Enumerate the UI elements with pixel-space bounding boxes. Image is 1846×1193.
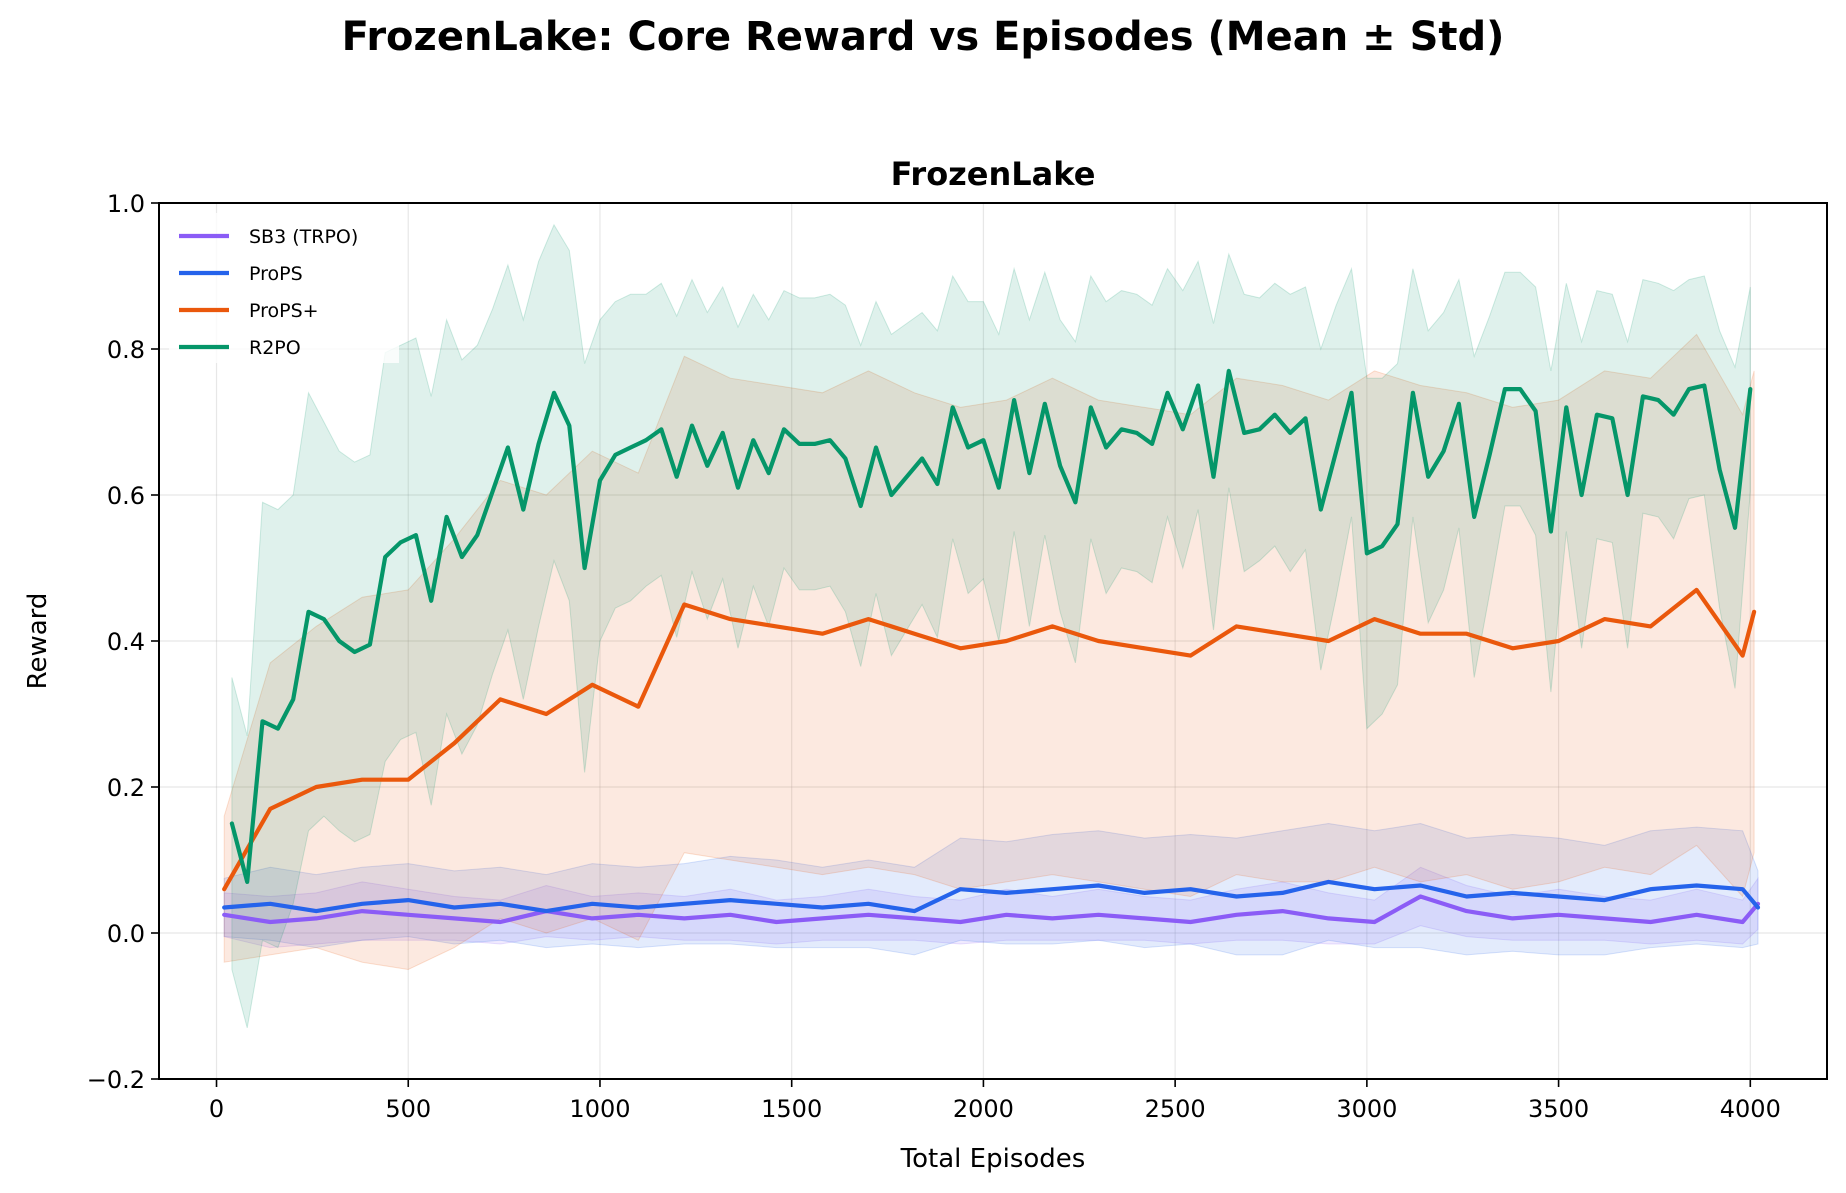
x-tick-label: 3500 (1528, 1095, 1589, 1123)
x-tick-label: 4000 (1720, 1095, 1781, 1123)
legend-label: ProPS+ (249, 300, 319, 322)
y-axis-label: Reward (23, 593, 53, 690)
series-line-r2po (229, 368, 1753, 885)
x-axis-label: Total Episodes (900, 1144, 1086, 1174)
y-tick-label: 0.2 (107, 774, 145, 802)
y-tick-label: −0.2 (87, 1066, 145, 1094)
series-lines (222, 368, 1761, 925)
x-tick-label: 1500 (761, 1095, 822, 1123)
std-band-r2po (231, 223, 1751, 1029)
series-line-sb3-trpo (222, 894, 1761, 925)
axis-ticks: 0 500 1000 1500 2000 2500 3000 3500 4000 −0.2 0.0 0… (87, 190, 1781, 1123)
y-tick-label: 0.0 (107, 920, 145, 948)
x-tick-label: 500 (385, 1095, 431, 1123)
y-tick-label: 1.0 (107, 190, 145, 218)
legend-label: SB3 (TRPO) (249, 226, 358, 248)
series-line-props (222, 879, 1761, 914)
series-line-props (222, 587, 1757, 892)
x-tick-label: 0 (209, 1095, 224, 1123)
y-tick-label: 0.8 (107, 336, 145, 364)
std-band-sb3-trpo (223, 866, 1759, 949)
legend-label: ProPS (249, 263, 303, 285)
legend-label: R2PO (249, 337, 301, 359)
legend: SB3 (TRPO) ProPS ProPS+ R2PO (169, 213, 399, 363)
axes-title: FrozenLake (891, 155, 1096, 193)
x-tick-label: 2500 (1145, 1095, 1206, 1123)
y-tick-label: 0.6 (107, 482, 145, 510)
figure-title: FrozenLake: Core Reward vs Episodes (Mea… (341, 14, 1505, 60)
x-tick-label: 2000 (953, 1095, 1014, 1123)
std-bands (223, 223, 1759, 1029)
y-tick-label: 0.4 (107, 628, 145, 656)
std-band-props (223, 333, 1755, 971)
x-tick-label: 1000 (569, 1095, 630, 1123)
x-tick-label: 3000 (1336, 1095, 1397, 1123)
